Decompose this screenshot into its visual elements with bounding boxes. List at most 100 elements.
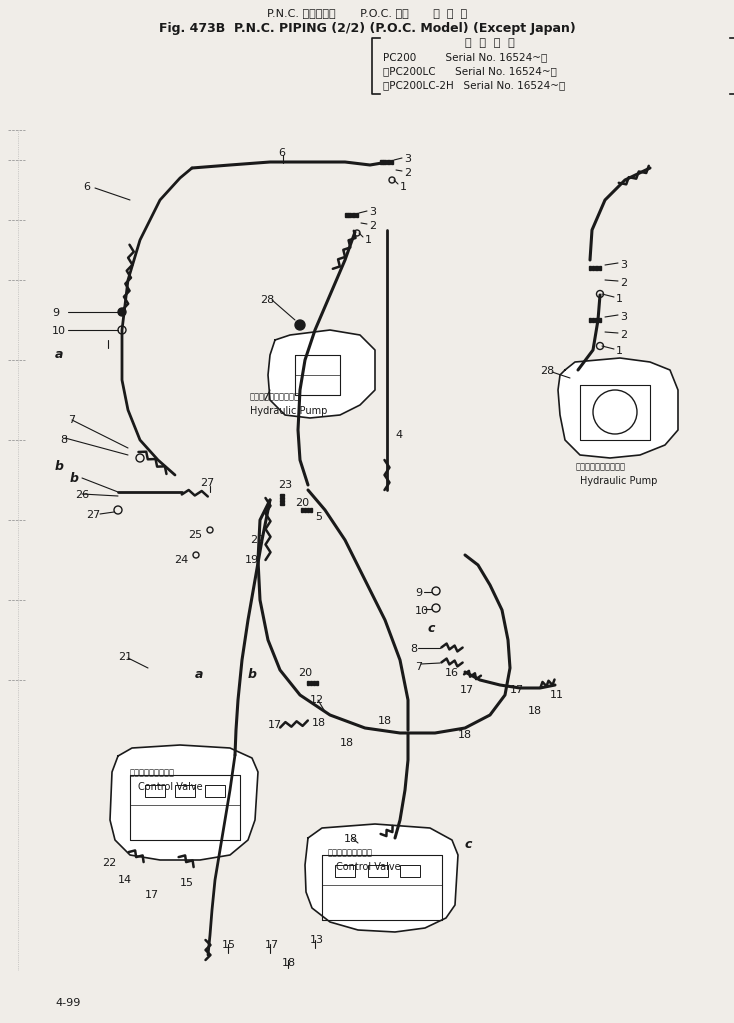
Text: 7: 7 [68,415,75,425]
Text: 18: 18 [378,716,392,726]
Text: 18: 18 [312,718,326,728]
Text: 25: 25 [188,530,202,540]
Polygon shape [352,213,355,217]
Polygon shape [307,681,309,684]
Text: 9: 9 [415,588,422,598]
Text: 17: 17 [268,720,282,730]
Text: 9: 9 [52,308,59,318]
Text: c: c [465,838,473,851]
Text: 15: 15 [180,878,194,888]
Bar [175,785,195,797]
Text: 13: 13 [310,935,324,945]
Text: 22: 22 [250,535,264,545]
Polygon shape [589,318,591,322]
Text: 1: 1 [365,235,372,244]
Polygon shape [310,508,312,512]
Text: 18: 18 [344,834,358,844]
Text: 3: 3 [620,312,627,322]
Text: 10: 10 [415,606,429,616]
Text: P.N.C. パイピング       P.O.C. 仕様       海  外  向: P.N.C. パイピング P.O.C. 仕様 海 外 向 [267,8,467,18]
Polygon shape [304,508,306,512]
Text: 23: 23 [278,480,292,490]
Polygon shape [305,824,458,932]
Text: 28: 28 [260,295,275,305]
Circle shape [295,320,305,330]
Polygon shape [592,266,595,270]
Text: 2: 2 [404,168,411,178]
Text: a: a [55,348,63,361]
Text: PC200         Serial No. 16524~）: PC200 Serial No. 16524~） [383,52,548,62]
Polygon shape [599,266,601,270]
Text: 2: 2 [620,278,627,288]
Text: 14: 14 [118,875,132,885]
Polygon shape [280,500,284,502]
Text: 4: 4 [395,430,402,440]
Text: 18: 18 [340,738,354,748]
Text: 10: 10 [52,326,66,336]
Text: ハイドロリックポンプ: ハイドロリックポンプ [250,392,300,401]
Text: Hydraulic Pump: Hydraulic Pump [580,476,658,486]
Text: 3: 3 [369,207,376,217]
Text: 適  用  号  機: 適 用 号 機 [465,38,515,48]
Polygon shape [280,497,284,499]
Text: Control Valve: Control Valve [336,862,401,872]
Text: 3: 3 [404,154,411,164]
Text: c: c [428,622,435,635]
Text: 2: 2 [369,221,376,231]
Text: ハイドロリックポンプ: ハイドロリックポンプ [576,462,626,471]
Text: 1: 1 [616,346,623,356]
Text: 6: 6 [83,182,90,192]
Polygon shape [356,213,358,217]
Text: 5: 5 [315,512,322,522]
Text: b: b [70,472,79,485]
Text: 20: 20 [295,498,309,508]
Text: 8: 8 [60,435,67,445]
Polygon shape [349,213,351,217]
Polygon shape [345,213,348,217]
Polygon shape [268,330,375,418]
Circle shape [118,308,126,316]
Polygon shape [595,266,598,270]
Text: 3: 3 [620,260,627,270]
Polygon shape [307,508,309,512]
Text: b: b [55,460,64,473]
Text: 27: 27 [200,478,214,488]
Text: 15: 15 [222,940,236,950]
Text: 1: 1 [400,182,407,192]
Text: 22: 22 [102,858,116,868]
Text: 27: 27 [86,510,101,520]
Text: 28: 28 [540,366,554,376]
Polygon shape [387,160,390,165]
Polygon shape [316,681,318,684]
Text: a: a [195,668,203,681]
Polygon shape [313,681,315,684]
Polygon shape [592,318,595,322]
Polygon shape [380,160,382,165]
Text: 17: 17 [510,685,524,695]
Polygon shape [599,318,601,322]
Bar [145,785,165,797]
Bar [205,785,225,797]
Text: （PC200LC      Serial No. 16524~）: （PC200LC Serial No. 16524~） [383,66,557,76]
Polygon shape [310,681,312,684]
Text: Fig. 473B  P.N.C. PIPING (2/2) (P.O.C. Model) (Except Japan): Fig. 473B P.N.C. PIPING (2/2) (P.O.C. Mo… [159,23,575,35]
Polygon shape [595,318,598,322]
Text: コントロールバルブ: コントロールバルブ [130,768,175,777]
Bar [335,865,355,877]
Polygon shape [390,160,393,165]
Polygon shape [558,358,678,458]
Text: 17: 17 [265,940,279,950]
Polygon shape [280,503,284,505]
Text: 18: 18 [458,730,472,740]
Bar [400,865,420,877]
Text: 12: 12 [310,695,324,705]
Text: 8: 8 [410,644,417,654]
Polygon shape [383,160,386,165]
Polygon shape [589,266,591,270]
Text: 7: 7 [415,662,422,672]
Text: 20: 20 [298,668,312,678]
Text: Hydraulic Pump: Hydraulic Pump [250,406,327,416]
Text: 11: 11 [550,690,564,700]
Text: 17: 17 [145,890,159,900]
Text: 24: 24 [174,555,188,565]
